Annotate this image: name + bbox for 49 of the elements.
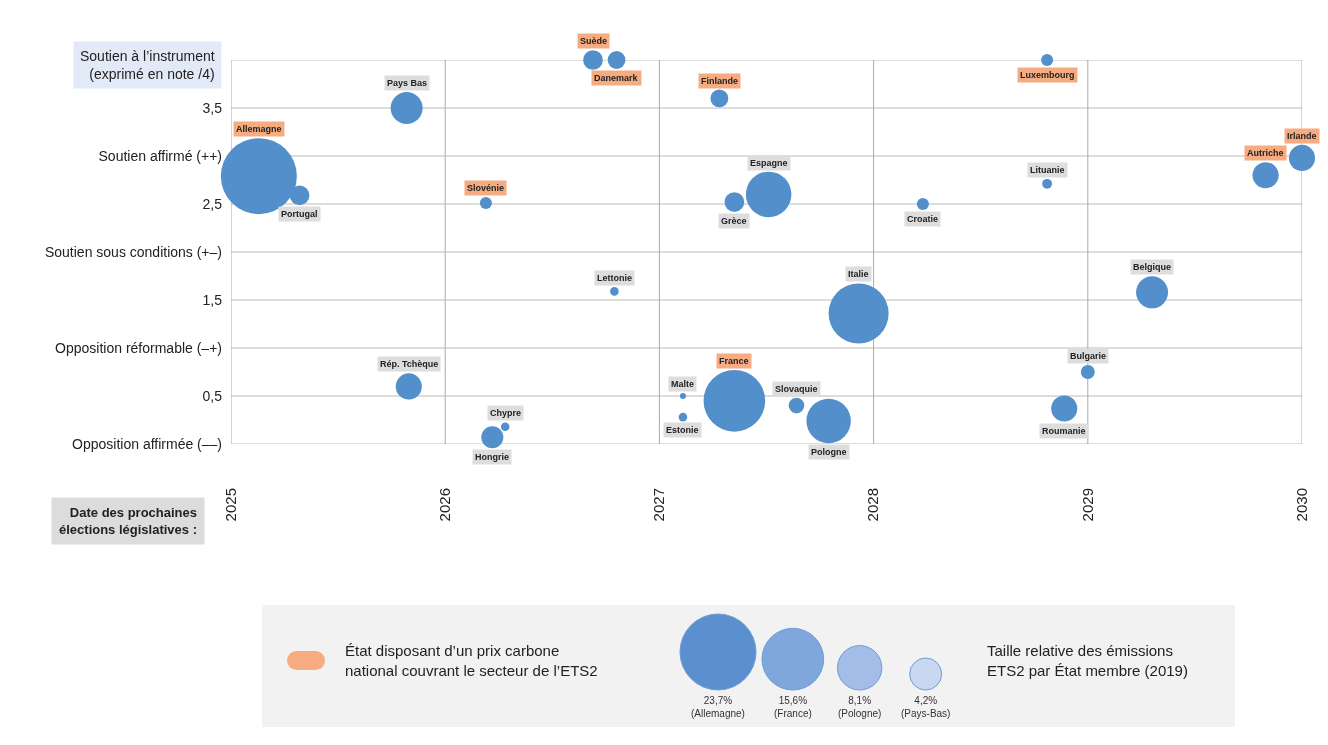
data-label: Lettonie — [597, 273, 632, 283]
data-label: Espagne — [750, 158, 788, 168]
data-label: Pologne — [811, 447, 847, 457]
data-label: Irlande — [1287, 131, 1317, 141]
y-tick-label: Opposition réformable (–+) — [55, 339, 222, 356]
x-tick-label: 2029 — [1078, 488, 1096, 522]
x-tick-label: 2027 — [650, 488, 668, 522]
legend-label: 8,1% (Pologne) — [838, 695, 882, 719]
data-label: Roumanie — [1042, 426, 1086, 436]
y-tick-label: 2,5 — [202, 195, 223, 212]
legend-label: 23,7% (Allemagne) — [691, 695, 745, 719]
y-tick-label: Soutien sous conditions (+–) — [44, 243, 222, 260]
y-tick-label: 1,5 — [202, 291, 223, 308]
data-label: Grèce — [721, 216, 747, 226]
y-tick-label: 3,5 — [202, 99, 223, 116]
data-label: Malte — [671, 379, 695, 389]
data-label: Rép. Tchèque — [380, 359, 439, 369]
legend-label: 4,2% (Pays-Bas) — [901, 695, 951, 719]
x-tick-label: 2028 — [864, 488, 882, 522]
data-label: Pays Bas — [387, 78, 428, 88]
x-axis-title: Date des prochaines élections législatives : — [59, 505, 198, 537]
data-label: Croatie — [907, 214, 939, 224]
data-label: Bulgarie — [1070, 351, 1107, 361]
legend-label: 15,6% (France) — [774, 695, 812, 719]
x-tick-label: 2026 — [436, 488, 454, 522]
data-label: Slovénie — [467, 183, 505, 193]
data-label: Finlande — [701, 76, 739, 86]
text: Taille relative des émissions ETS2 par État membre (2019) — [987, 642, 1188, 679]
y-axis-title: Soutien à l’instrument (exprimé en note /4) — [80, 48, 215, 83]
data-label: Slovaquie — [775, 384, 818, 394]
data-label: Italie — [848, 269, 869, 279]
y-tick-label: Opposition affirmée (––) — [72, 435, 222, 452]
data-label: Belgique — [1133, 262, 1172, 272]
data-label: Autriche — [1247, 148, 1284, 158]
data-label: Allemagne — [236, 124, 282, 134]
text: État disposant d’un prix carbone national couvrant le secteur de l’ETS2 — [345, 642, 598, 679]
y-tick-label: 0,5 — [202, 387, 223, 404]
x-tick-label: 2025 — [221, 488, 239, 522]
data-label: Danemark — [594, 73, 639, 83]
data-label: Hongrie — [475, 452, 510, 462]
data-label: France — [719, 356, 749, 366]
data-label: Chypre — [490, 408, 522, 418]
data-label: Estonie — [666, 425, 699, 435]
x-tick-label: 2030 — [1292, 488, 1310, 522]
data-label: Luxembourg — [1020, 70, 1075, 80]
data-label: Suède — [580, 36, 608, 46]
data-label: Lituanie — [1030, 165, 1065, 175]
data-label: Portugal — [281, 209, 318, 219]
y-tick-label: Soutien affirmé (++) — [98, 147, 222, 164]
